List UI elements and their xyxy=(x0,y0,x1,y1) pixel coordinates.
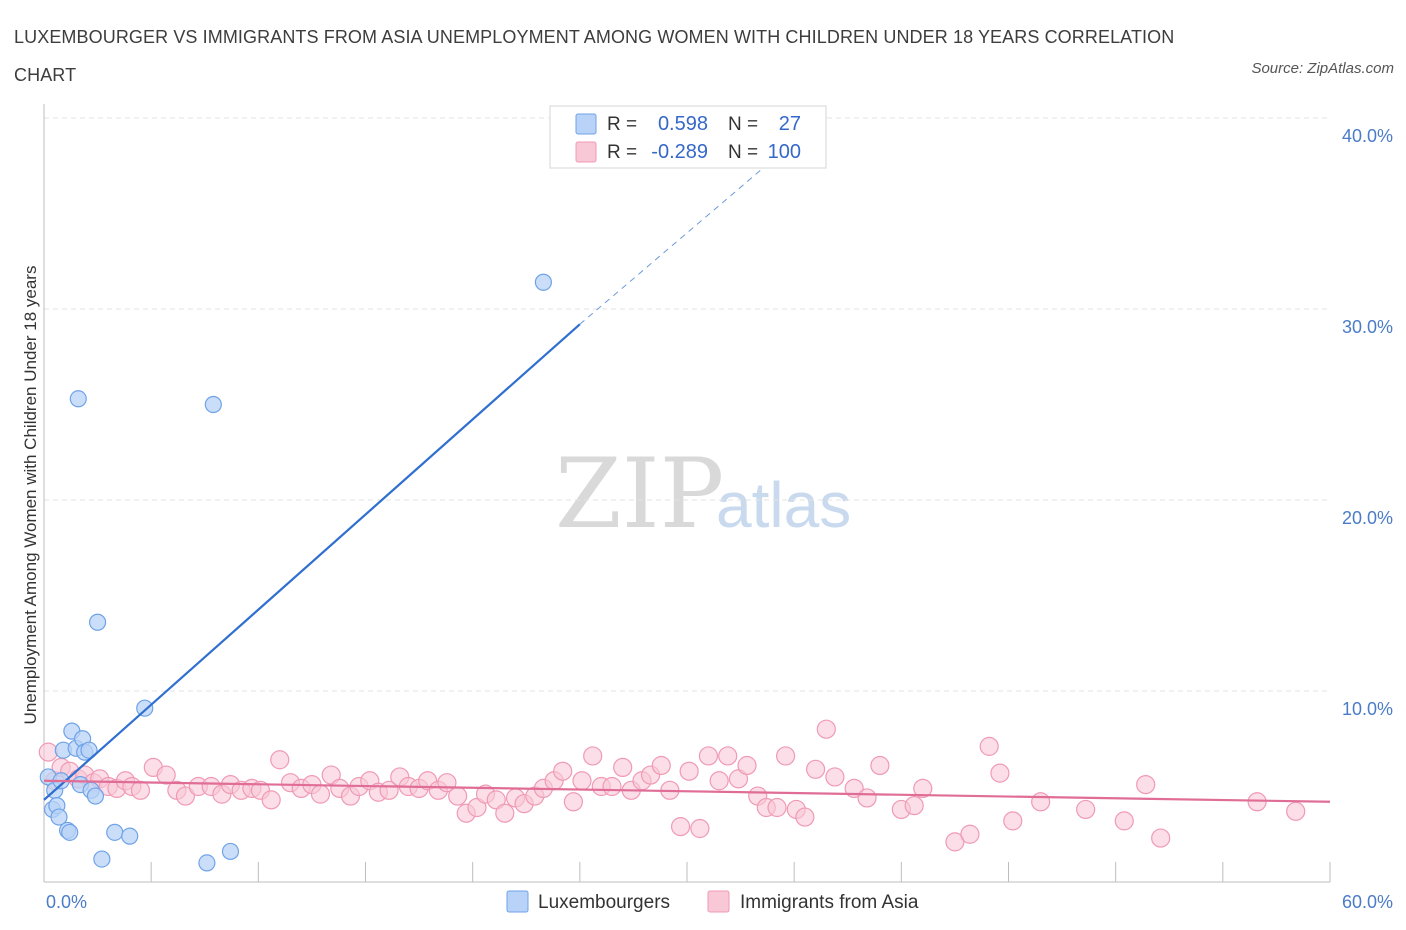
x-tick-label-max: 60.0% xyxy=(1342,892,1393,912)
point-immigrants-from-asia xyxy=(728,769,749,789)
point-luxembourgers xyxy=(534,273,552,291)
point-immigrants-from-asia xyxy=(775,746,796,766)
point-immigrants-from-asia xyxy=(670,817,691,837)
legend-r-value-1: 0.598 xyxy=(658,113,708,135)
legend-n-label-1: N = xyxy=(728,114,758,135)
point-immigrants-from-asia xyxy=(737,755,757,776)
point-immigrants-from-asia xyxy=(679,761,699,781)
point-luxembourgers xyxy=(88,613,107,631)
point-luxembourgers xyxy=(69,390,87,408)
legend-n-label-2: N = xyxy=(728,142,758,163)
y-tick-labels: 10.0% 20.0% 30.0% 40.0% xyxy=(1342,126,1393,719)
point-immigrants-from-asia xyxy=(651,755,671,776)
point-immigrants-from-asia xyxy=(904,795,924,816)
chart-title: LUXEMBOURGER VS IMMIGRANTS FROM ASIA UNE… xyxy=(14,27,1175,85)
legend-immigrants-label: Immigrants from Asia xyxy=(740,892,919,913)
y-tick-label: 10.0% xyxy=(1342,699,1393,719)
point-immigrants-from-asia xyxy=(572,771,592,791)
point-luxembourgers xyxy=(50,808,68,826)
point-luxembourgers xyxy=(61,823,79,841)
y-tick-label: 20.0% xyxy=(1342,508,1393,528)
point-immigrants-from-asia xyxy=(486,790,506,810)
point-immigrants-from-asia xyxy=(1003,811,1023,831)
point-immigrants-from-asia xyxy=(602,776,622,797)
point-immigrants-from-asia xyxy=(448,786,468,806)
point-immigrants-from-asia xyxy=(805,759,826,779)
point-immigrants-from-asia xyxy=(960,824,980,844)
point-luxembourgers xyxy=(106,823,124,841)
x-tick-label-min: 0.0% xyxy=(46,892,87,912)
point-immigrants-from-asia xyxy=(870,755,890,776)
legend-n-value-2: 100 xyxy=(768,141,801,163)
point-immigrants-from-asia xyxy=(310,784,331,804)
y-tick-label: 30.0% xyxy=(1342,317,1393,337)
watermark: ZIP atlas xyxy=(555,438,851,550)
point-immigrants-from-asia xyxy=(698,746,719,766)
point-luxembourgers xyxy=(198,854,216,872)
point-immigrants-from-asia xyxy=(690,818,710,839)
legend-r-value-2: -0.289 xyxy=(651,141,708,163)
point-immigrants-from-asia xyxy=(1286,801,1306,821)
point-immigrants-from-asia xyxy=(261,790,281,810)
point-luxembourgers xyxy=(121,827,139,845)
point-immigrants-from-asia xyxy=(467,797,487,818)
point-immigrants-from-asia xyxy=(857,788,877,808)
legend-luxembourgers-swatch xyxy=(506,890,529,913)
point-immigrants-from-asia xyxy=(816,719,836,739)
correlation-legend: R = 0.598 N = 27 R = -0.289 N = 100 xyxy=(549,105,827,169)
point-immigrants-from-asia xyxy=(495,803,515,823)
point-immigrants-from-asia xyxy=(583,746,603,766)
watermark-atlas: atlas xyxy=(716,469,851,541)
point-immigrants-from-asia xyxy=(913,778,933,799)
point-immigrants-from-asia xyxy=(1076,799,1096,820)
point-luxembourgers xyxy=(221,842,240,861)
point-immigrants-from-asia xyxy=(38,742,58,762)
point-immigrants-from-asia xyxy=(1031,792,1051,812)
watermark-zip: ZIP xyxy=(555,438,724,550)
point-immigrants-from-asia xyxy=(1114,811,1134,831)
legend-immigrants-swatch xyxy=(707,890,730,913)
point-immigrants-from-asia xyxy=(1136,774,1156,795)
point-immigrants-from-asia xyxy=(1151,828,1171,848)
point-immigrants-from-asia xyxy=(718,746,738,766)
legend-luxembourgers-label: Luxembourgers xyxy=(538,892,670,913)
point-immigrants-from-asia xyxy=(175,786,196,806)
point-immigrants-from-asia xyxy=(795,807,815,827)
point-immigrants-from-asia xyxy=(825,767,845,787)
point-immigrants-from-asia xyxy=(945,832,965,852)
point-immigrants-from-asia xyxy=(321,765,341,785)
point-immigrants-from-asia xyxy=(990,763,1010,783)
point-luxembourgers xyxy=(80,741,98,759)
trend-line-immigrants-from-asia xyxy=(43,779,1331,803)
point-immigrants-from-asia xyxy=(553,761,573,781)
point-immigrants-from-asia xyxy=(979,736,999,756)
y-tick-label: 40.0% xyxy=(1342,126,1393,146)
point-immigrants-from-asia xyxy=(156,765,176,785)
legend-r-label-1: R = xyxy=(607,114,637,135)
legend-n-value-1: 27 xyxy=(779,113,801,135)
legend-swatch-blue xyxy=(575,113,597,135)
y-axis-title: Unemployment Among Women with Children U… xyxy=(21,266,40,725)
point-immigrants-from-asia xyxy=(270,750,290,770)
point-immigrants-from-asia xyxy=(563,792,584,812)
legend-swatch-pink xyxy=(575,141,597,163)
x-tick-labels: 0.0% 60.0% xyxy=(46,892,1393,912)
point-immigrants-from-asia xyxy=(767,797,787,818)
point-luxembourgers xyxy=(86,787,105,805)
series-legend: Luxembourgers Immigrants from Asia xyxy=(506,890,919,913)
trend-line-luxembourgers xyxy=(43,323,581,801)
grid-lines xyxy=(44,117,1330,692)
legend-r-label-2: R = xyxy=(607,142,637,163)
point-immigrants-from-asia xyxy=(613,757,633,778)
point-immigrants-from-asia xyxy=(130,780,151,800)
source-credit: Source: ZipAtlas.com xyxy=(1251,60,1394,77)
point-luxembourgers xyxy=(136,699,154,717)
point-luxembourgers xyxy=(204,395,222,414)
series-immigrants-from-asia xyxy=(38,719,1306,852)
point-luxembourgers xyxy=(93,850,111,868)
point-immigrants-from-asia xyxy=(709,771,729,791)
